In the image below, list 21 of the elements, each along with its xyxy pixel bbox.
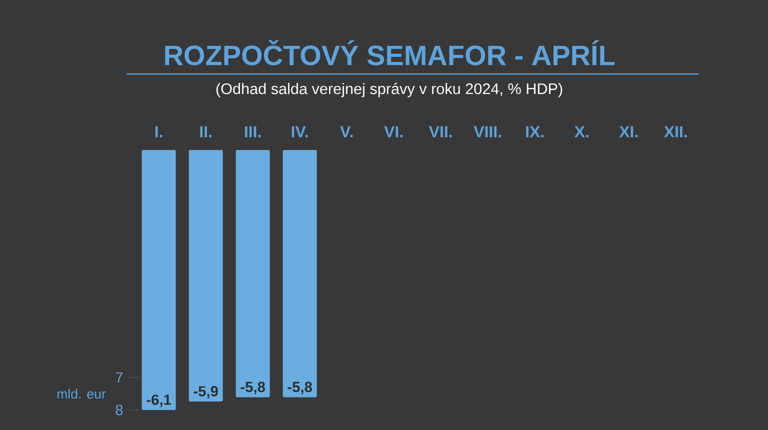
x-tick-label: XII. — [664, 126, 687, 138]
x-tick-label: IV. — [292, 126, 308, 138]
x-tick-label: I. — [155, 126, 162, 138]
x-tick-label: XI. — [619, 126, 638, 138]
data-label: -6,1 — [146, 394, 172, 408]
y2-tick-label: 8 — [116, 404, 123, 416]
x-tick-label: X. — [574, 126, 588, 138]
chart-title: ROZPOČTOVÝ SEMAFOR - APRÍL — [165, 40, 615, 66]
x-tick-label: VI. — [384, 126, 403, 138]
x-tick-label: VII. — [428, 126, 452, 138]
x-tick-label: II. — [200, 126, 212, 138]
data-label: -5,9 — [194, 386, 218, 399]
y2-tick-label: 7 — [116, 372, 123, 383]
chart-subtitle: (Odhad salda verejnej správy v roku 2024, % HDP) — [216, 82, 562, 98]
x-tick-label: IX. — [526, 126, 544, 138]
x-tick-label: VIII. — [474, 126, 501, 138]
data-label: -5,8 — [288, 382, 312, 394]
x-tick-label: V. — [340, 126, 353, 138]
y2-axis-title: mld. eur — [57, 388, 106, 399]
x-tick-label: III. — [244, 126, 261, 138]
data-label: -5,8 — [240, 382, 265, 394]
